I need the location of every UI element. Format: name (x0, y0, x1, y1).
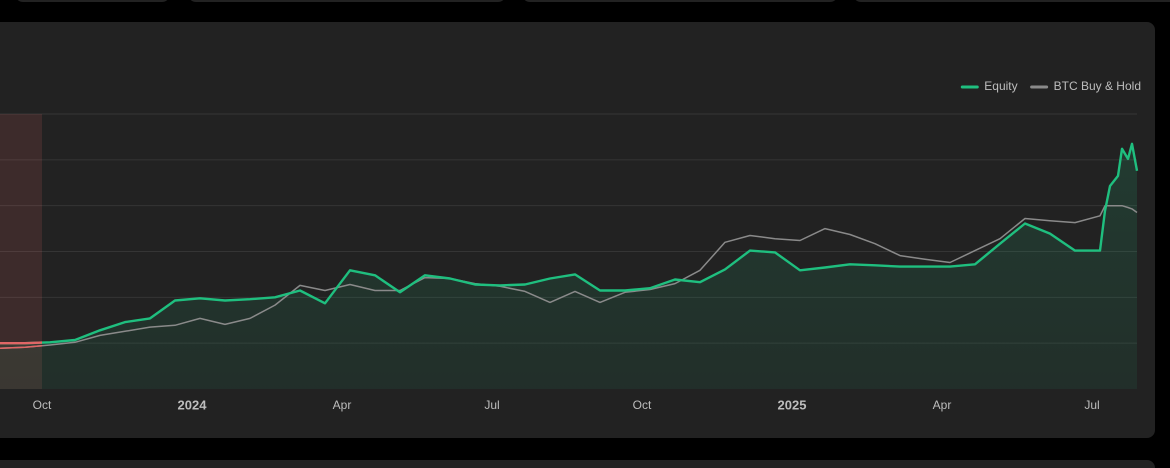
x-tick-label: Apr (933, 398, 952, 412)
legend-label: Equity (984, 79, 1017, 93)
area (0, 143, 1137, 389)
x-tick-label: Apr (333, 398, 352, 412)
x-tick-label: Oct (33, 398, 52, 412)
x-tick-label: Jul (1084, 398, 1099, 412)
tab (855, 0, 1170, 2)
tab (190, 0, 504, 2)
x-tick-label: 2025 (778, 397, 807, 412)
series-line (0, 142, 1139, 345)
x-tick-label: Jul (484, 398, 499, 412)
legend: BTC Buy & Hold Equity (960, 79, 1141, 93)
series-line (0, 204, 1138, 349)
legend-label: BTC Buy & Hold (1054, 79, 1141, 93)
card (0, 460, 1155, 468)
x-tick-label: 2024 (178, 397, 208, 412)
tab (17, 0, 168, 2)
tab (524, 0, 836, 2)
x-tick-label: Oct (633, 398, 652, 412)
